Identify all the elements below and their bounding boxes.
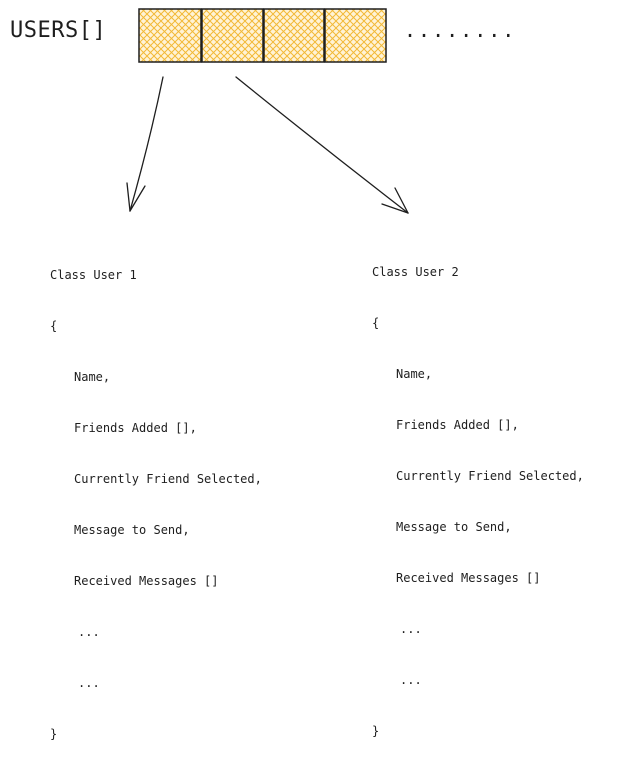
class-user-1-block: Class User 1 { Name, Friends Added [], C… [50,233,262,760]
field-name: Name, [396,367,433,381]
field-received-messages: Received Messages [] [74,574,219,588]
more-fields-ellipsis: ... [400,622,422,636]
arrow-to-user-1 [126,76,164,212]
field-friends-added: Friends Added [], [396,418,519,432]
users-array-label: USERS[] [10,18,107,43]
field-message-to-send: Message to Send, [74,523,190,537]
array-cell-4 [324,8,387,63]
more-fields-ellipsis: ... [400,673,422,687]
diagram-canvas [126,8,409,214]
field-currently-friend-selected: Currently Friend Selected, [74,472,262,486]
class-header: Class User 2 [372,265,459,279]
field-currently-friend-selected: Currently Friend Selected, [396,469,584,483]
array-cell-3 [263,8,325,63]
open-brace: { [50,319,58,333]
field-friends-added: Friends Added [], [74,421,197,435]
array-continuation-ellipsis: ........ [404,18,517,42]
open-brace: { [372,316,380,330]
close-brace: } [372,724,380,738]
more-fields-ellipsis: ... [78,676,100,690]
arrow-to-user-2 [235,76,409,214]
field-name: Name, [74,370,111,384]
array-cell-1 [138,8,202,63]
close-brace: } [50,727,58,741]
more-fields-ellipsis: ... [78,625,100,639]
array-cell-2 [201,8,264,63]
array-cells [138,8,387,63]
class-header: Class User 1 [50,268,137,282]
class-user-2-block: Class User 2 { Name, Friends Added [], C… [372,230,584,757]
field-received-messages: Received Messages [] [396,571,541,585]
field-message-to-send: Message to Send, [396,520,512,534]
